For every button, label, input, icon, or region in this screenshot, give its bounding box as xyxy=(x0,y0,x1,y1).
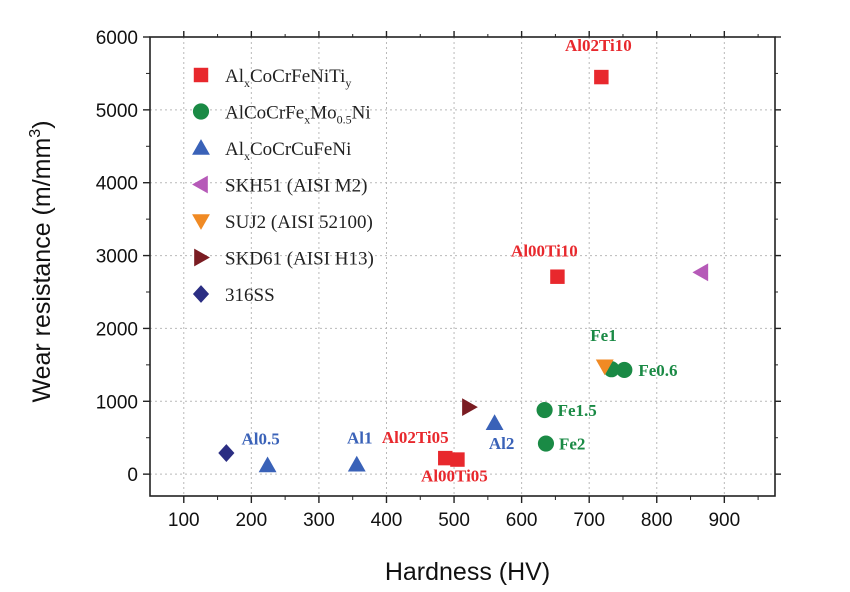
legend-label: SUJ2 (AISI 52100) xyxy=(225,212,373,233)
al-ti-point xyxy=(438,450,453,466)
ss316-point xyxy=(218,444,235,462)
x-tick-label: 600 xyxy=(506,510,538,531)
x-tick-label: 900 xyxy=(708,510,740,531)
legend-item-skh51: SKH51 (AISI M2) xyxy=(192,175,368,197)
al-ti-point xyxy=(594,69,609,85)
point-label: Al02Ti05 xyxy=(382,428,449,447)
point-label: Fe0.6 xyxy=(638,361,677,380)
point-label: Al00Ti10 xyxy=(511,242,578,261)
legend-label: Alx​CoCrFeNiTiy​ xyxy=(225,66,351,90)
skd61-point xyxy=(462,398,478,417)
data-points xyxy=(218,69,709,473)
legend-marker xyxy=(192,214,210,230)
legend-marker xyxy=(194,248,210,267)
point-label: Al1 xyxy=(347,429,373,448)
x-tick-label: 200 xyxy=(235,510,267,531)
legend-item-fe-mo: AlCoCrFex​Mo0.5​Ni xyxy=(192,103,371,127)
series-skd61 xyxy=(462,398,478,417)
legend-label: SKD61 (AISI H13) xyxy=(225,249,374,270)
grid-lines xyxy=(150,37,775,496)
y-tick-label: 1000 xyxy=(96,392,138,413)
legend-marker xyxy=(192,175,208,194)
y-tick-label: 6000 xyxy=(96,28,138,49)
point-label: Al02Ti10 xyxy=(565,36,632,55)
legend-marker xyxy=(192,103,210,120)
al-cu-point xyxy=(485,414,504,430)
legend-label: Alx​CoCrCuFeNi xyxy=(225,139,351,163)
plot-frame xyxy=(149,36,776,497)
series-fe-mo xyxy=(536,361,633,452)
point-label: Al00Ti05 xyxy=(421,467,488,486)
legend: Alx​CoCrFeNiTiy​ AlCoCrFex​Mo0.5​Ni Alx​Co… xyxy=(192,66,374,306)
y-tick-label: 0 xyxy=(127,465,138,486)
legend-item-al-ti: Alx​CoCrFeNiTiy​ xyxy=(193,66,351,90)
y-tick-label: 2000 xyxy=(96,319,138,340)
al-ti-point xyxy=(550,269,565,284)
legend-marker xyxy=(192,285,210,303)
x-tick-label: 400 xyxy=(371,510,403,531)
point-label: Fe1.5 xyxy=(558,401,597,420)
y-tick-label: 3000 xyxy=(96,247,138,268)
series-suj2 xyxy=(595,359,614,376)
series-al-cu xyxy=(258,414,504,473)
point-label: Fe1 xyxy=(590,326,616,345)
legend-item-al-cu: Alx​CoCrCuFeNi xyxy=(192,139,351,163)
y-axis-title: Wear resistance (m/mm3) xyxy=(27,120,56,402)
series-skh51 xyxy=(692,263,709,282)
x-tick-label: 700 xyxy=(573,510,605,531)
point-labels: Al02Ti10 Al00Ti10 Al02Ti05 Al00Ti05 Fe1 Fe0.6… xyxy=(241,36,677,486)
x-tick-label: 300 xyxy=(303,510,335,531)
axis-ticks: 100 200 300 400 500 600 700 800 900 0 1000 2000 3000… xyxy=(96,28,781,531)
skh51-point xyxy=(692,263,709,282)
al-ti-point xyxy=(450,452,465,467)
fe-mo-point xyxy=(616,361,633,379)
legend-label: SKH51 (AISI M2) xyxy=(225,176,368,197)
point-label: Al2 xyxy=(489,434,515,453)
legend-item-suj2: SUJ2 (AISI 52100) xyxy=(192,212,373,233)
legend-item-skd61: SKD61 (AISI H13) xyxy=(194,249,374,270)
y-tick-label: 5000 xyxy=(96,101,138,122)
x-tick-label: 500 xyxy=(438,510,470,531)
x-axis-title: Hardness (HV) xyxy=(385,558,550,586)
al-cu-point xyxy=(258,456,277,473)
legend-item-ss316: 316SS xyxy=(192,285,275,306)
x-tick-label: 800 xyxy=(641,510,673,531)
point-label: Al0.5 xyxy=(241,429,279,448)
suj2-point xyxy=(595,359,614,376)
y-tick-label: 4000 xyxy=(96,174,138,195)
fe-mo-point xyxy=(537,435,555,452)
point-label: Fe2 xyxy=(559,435,585,454)
legend-marker xyxy=(193,67,209,83)
fe-mo-point xyxy=(536,401,553,419)
series-al-ti xyxy=(438,69,609,467)
legend-label: AlCoCrFex​Mo0.5​Ni xyxy=(225,103,371,127)
legend-label: 316SS xyxy=(225,285,275,306)
series-ss316 xyxy=(218,444,235,462)
al-cu-point xyxy=(347,455,366,472)
x-tick-label: 100 xyxy=(168,510,200,531)
legend-marker xyxy=(192,139,210,155)
